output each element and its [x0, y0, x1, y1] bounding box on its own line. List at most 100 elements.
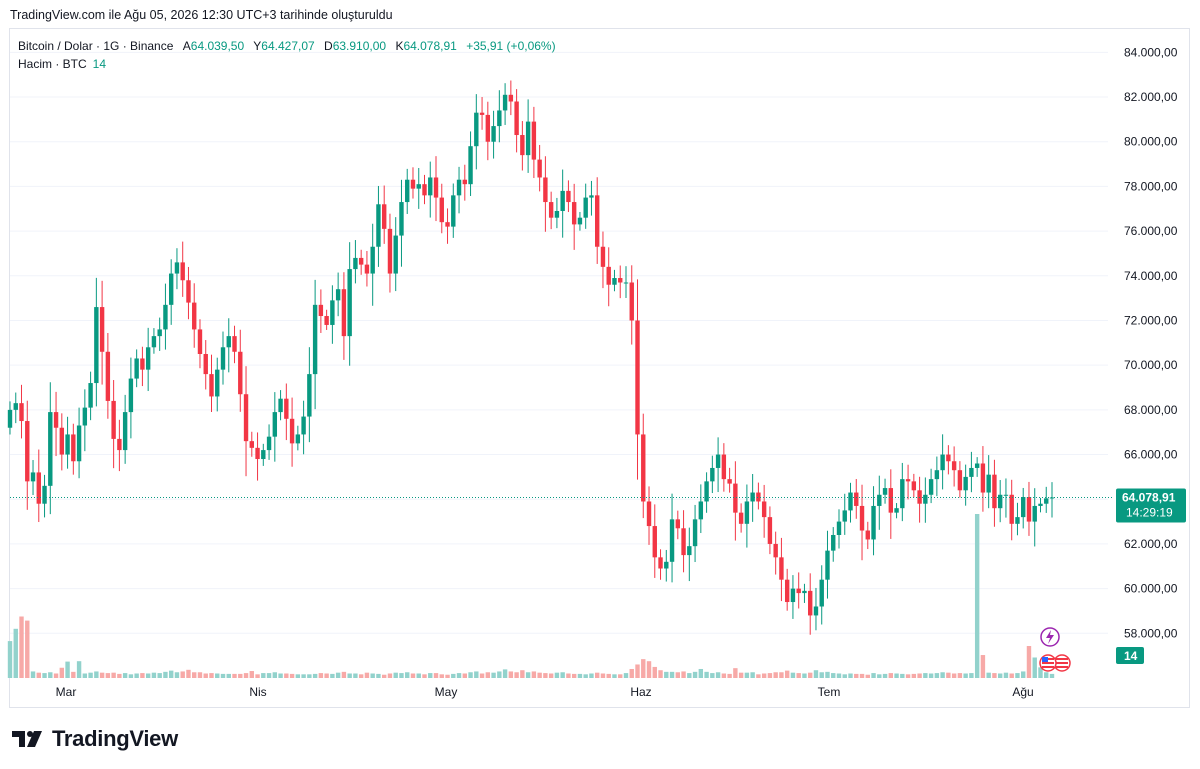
candle-body — [353, 257, 358, 270]
candle-body — [186, 280, 191, 303]
volume-bar — [462, 673, 467, 678]
candle-body — [422, 184, 427, 196]
volume-bar — [318, 673, 324, 678]
volume-bar — [923, 673, 928, 678]
volume-bar — [65, 661, 70, 678]
y-tick-label: 62.000,00 — [1124, 537, 1178, 551]
volume-bar — [192, 672, 197, 678]
volume-bar — [773, 672, 778, 678]
us-flag-event-icon[interactable] — [1039, 654, 1057, 672]
candle-body — [405, 179, 410, 203]
candle-body — [675, 519, 681, 529]
volume-bar — [399, 673, 404, 678]
volume-bar — [577, 673, 583, 678]
volume-bar — [485, 672, 491, 678]
volume-bar — [128, 674, 134, 678]
high-value: 64.427,07 — [261, 39, 315, 53]
volume-bar — [105, 673, 111, 678]
y-tick-label: 80.000,00 — [1124, 135, 1178, 149]
volume-bar — [779, 672, 784, 678]
candle-body — [1009, 494, 1014, 524]
lightning-event-icon[interactable] — [1040, 627, 1060, 647]
volume-bar — [1015, 673, 1020, 678]
candle-body — [808, 590, 813, 616]
tradingview-logo-icon — [12, 731, 42, 747]
candle-body — [796, 588, 801, 594]
symbol-title[interactable]: Bitcoin / Dolar · 1G · Binance — [18, 39, 174, 53]
volume-bar — [99, 672, 105, 678]
candle-body — [261, 450, 266, 460]
volume-bar — [416, 673, 421, 678]
volume-bar — [405, 672, 410, 678]
candle-body — [243, 394, 249, 442]
candle-body — [502, 94, 508, 111]
volume-bar — [738, 672, 744, 678]
candle-body — [969, 467, 974, 477]
volume-bar — [1049, 673, 1055, 678]
volume-bar — [566, 673, 571, 678]
volume-bar — [871, 673, 876, 678]
candle-body — [255, 447, 260, 460]
volume-bar — [646, 661, 652, 678]
candle-body — [168, 273, 174, 305]
candle-body — [963, 476, 968, 491]
volume-bar — [894, 673, 899, 678]
candle-body — [278, 398, 283, 413]
volume-bar — [514, 672, 519, 678]
candle-body — [468, 146, 473, 185]
volume-bar — [451, 673, 456, 678]
candle-body — [571, 202, 577, 225]
volume-bar — [439, 674, 444, 678]
volume-bar — [865, 674, 870, 678]
candle-body — [174, 262, 180, 274]
candle-body — [157, 329, 162, 337]
volume-bar — [364, 672, 370, 678]
candle-body — [537, 159, 542, 178]
candle-body — [836, 521, 842, 535]
candle-body — [790, 588, 796, 603]
candle-body — [1003, 494, 1009, 496]
volume-bar — [600, 673, 606, 678]
candle-body — [871, 505, 876, 540]
volume-bar — [664, 671, 669, 678]
x-tick-label: Ağu — [1012, 685, 1033, 699]
candle-body — [704, 481, 709, 502]
high-label: Y — [253, 39, 262, 53]
candle-body — [140, 358, 145, 370]
chart-legend: Bitcoin / Dolar · 1G · Binance A64.039,5… — [18, 37, 556, 73]
candle-body — [595, 195, 600, 247]
candle-body — [215, 369, 220, 397]
tradingview-logo[interactable]: TradingView — [12, 726, 178, 752]
candle-body — [88, 383, 93, 408]
volume-bar — [312, 673, 318, 678]
volume-bar — [819, 672, 824, 678]
volume-bar — [675, 672, 681, 678]
volume-bar — [232, 673, 237, 678]
candle-body — [566, 190, 571, 203]
candle-body — [364, 264, 370, 274]
candle-body — [589, 195, 594, 198]
y-tick-label: 84.000,00 — [1124, 45, 1178, 59]
volume-bar — [623, 673, 629, 678]
us-flag-event-icon[interactable] — [1053, 654, 1071, 672]
volume-label[interactable]: Hacim · BTC — [18, 57, 87, 71]
candle-body — [30, 472, 36, 482]
volume-bar — [681, 671, 686, 678]
candle-body — [606, 266, 611, 285]
candle-body — [974, 463, 980, 468]
volume-bar — [974, 514, 980, 678]
volume-bar — [410, 673, 416, 678]
volume-badge-value: 14 — [1124, 649, 1138, 663]
candle-body — [905, 479, 911, 482]
volume-bar — [111, 672, 116, 678]
candle-body — [825, 550, 830, 580]
candle-body — [940, 454, 945, 471]
volume-bar — [831, 673, 836, 678]
candle-body — [307, 374, 312, 417]
candle-body — [1015, 517, 1020, 524]
volume-bar — [1021, 671, 1026, 678]
candle-body — [451, 195, 456, 227]
candle-body — [439, 197, 444, 223]
volume-bar — [704, 671, 709, 678]
